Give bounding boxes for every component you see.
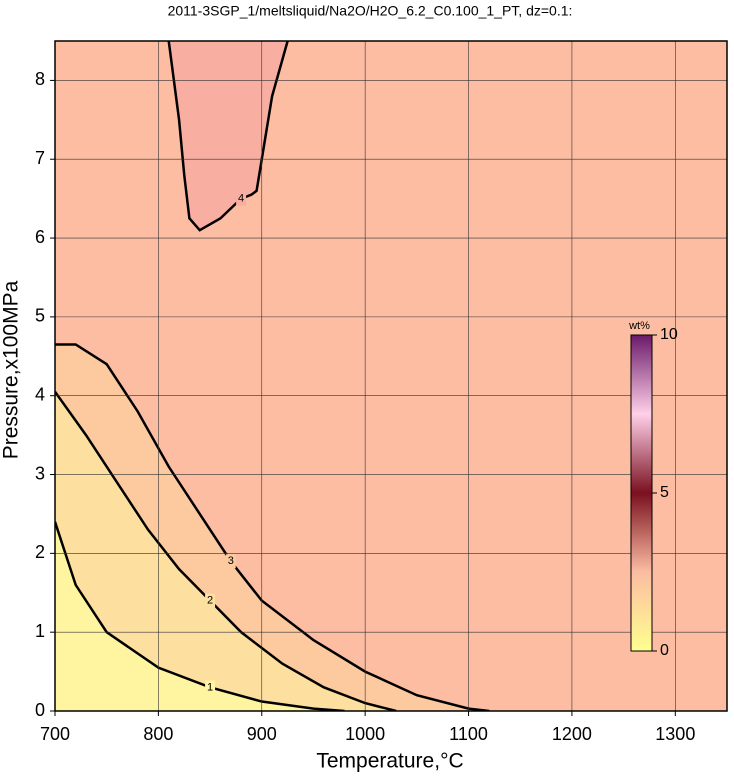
contour-label-bg [225, 554, 236, 569]
contour-label: 1 [207, 681, 213, 693]
y-tick-label: 4 [35, 384, 45, 404]
y-tick-label: 3 [35, 463, 45, 483]
y-tick-label: 8 [35, 69, 45, 89]
y-tick-label: 1 [35, 621, 45, 641]
contour-label: 2 [207, 595, 213, 607]
contour-line [55, 521, 345, 711]
contour-label-bg [236, 191, 247, 206]
x-tick-label: 700 [40, 724, 70, 744]
colorbar-tick-label: 10 [660, 326, 678, 343]
y-tick-label: 0 [35, 700, 45, 720]
x-axis-label: Temperature,°C [316, 750, 463, 773]
contour-line [167, 41, 289, 232]
contour-region [55, 391, 397, 711]
x-tick-label: 1200 [552, 724, 592, 744]
y-tick-label: 7 [35, 148, 45, 168]
x-tick-label: 800 [143, 724, 173, 744]
plot-frame [54, 40, 728, 712]
x-tick-label: 1000 [345, 724, 385, 744]
contour-label: 4 [238, 193, 244, 205]
contour-label: 3 [228, 555, 234, 567]
y-tick-label: 2 [35, 542, 45, 562]
x-tick-label: 900 [247, 724, 277, 744]
x-tick-label: 1100 [449, 724, 488, 744]
colorbar-label: wt% [628, 320, 650, 332]
colorbar-tick-label: 5 [660, 484, 669, 501]
contour-label-bg [205, 593, 216, 608]
y-tick-label: 6 [35, 227, 45, 247]
colorbar [630, 334, 653, 652]
y-axis-label: Pressure,x100MPa [0, 280, 23, 459]
y-tick-label: 5 [35, 306, 45, 326]
colorbar-tick-label: 0 [660, 642, 669, 659]
axes: 700 800 900 1000 1100 1200 1300 0 1 2 3 4 5 6 7 8 wt% 0 5 1… [35, 40, 728, 744]
x-tick-label: 1300 [655, 724, 695, 744]
contour-label-bg [205, 680, 216, 695]
plot-area: 3 2 1 4 [55, 41, 727, 711]
chart-title: 2011-3SGP_1/meltsliquid/Na2O/H2O_6.2_C0.… [168, 3, 573, 19]
contour-region [55, 521, 345, 711]
